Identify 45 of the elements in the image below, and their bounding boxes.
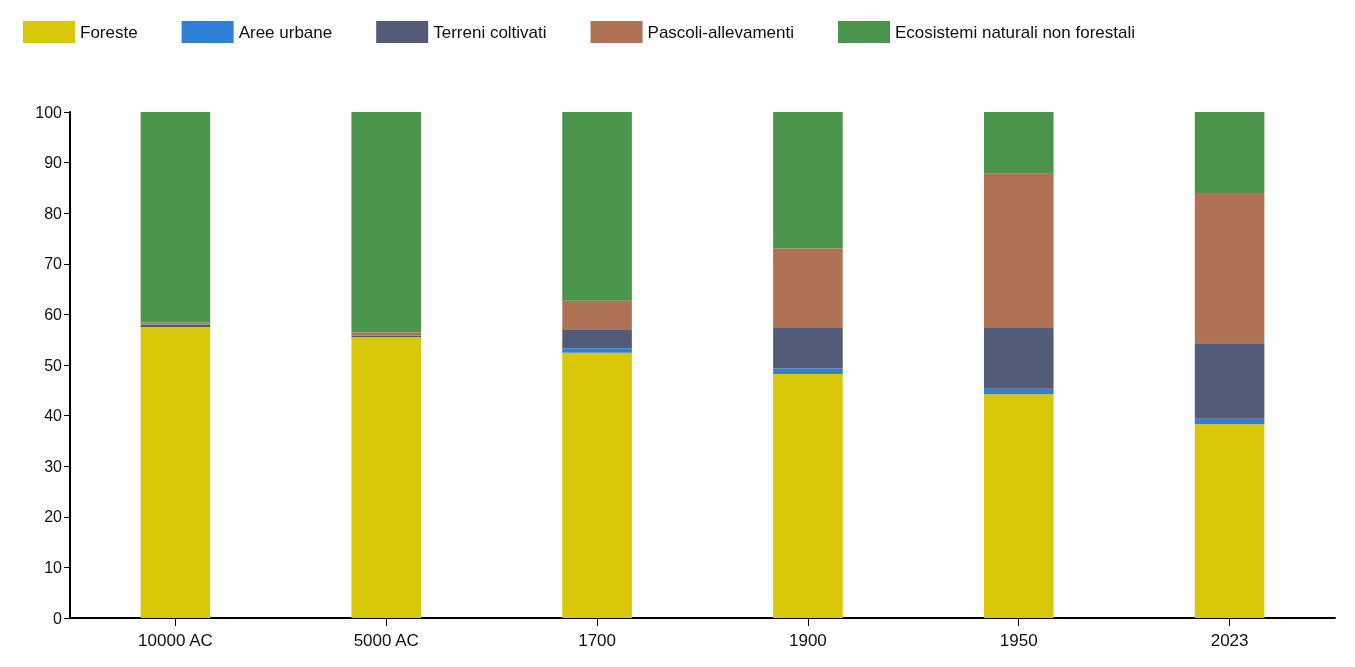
bar: [140, 327, 211, 618]
bar: [562, 112, 632, 301]
y-tick-label: 70: [44, 255, 63, 273]
bar: [983, 173, 1054, 329]
y-tick-label: 40: [44, 407, 63, 425]
bar: [562, 330, 632, 349]
x-tick-label: 1900: [789, 631, 827, 650]
y-tick-label: 10: [44, 558, 63, 576]
bar: [140, 112, 211, 323]
bar: [351, 112, 422, 333]
bar: [562, 300, 632, 331]
bar: [1194, 112, 1265, 193]
bar: [773, 374, 843, 618]
bar: [1194, 424, 1265, 618]
y-tick-label: 60: [44, 305, 63, 323]
legend-label: Foreste: [80, 22, 138, 42]
bar: [983, 112, 1054, 174]
bar: [983, 394, 1054, 618]
legend-label: Aree urbane: [238, 22, 333, 42]
bar: [773, 368, 843, 375]
x-tick-label: 2023: [1210, 631, 1249, 650]
legend-label: Ecosistemi naturali non forestali: [895, 22, 1136, 42]
y-tick-label: 20: [44, 508, 63, 526]
x-tick-label: 5000 AC: [353, 631, 419, 650]
y-tick-label: 0: [53, 609, 63, 627]
bar: [351, 337, 422, 618]
bar: [983, 328, 1054, 389]
y-tick-label: 30: [44, 457, 63, 475]
y-tick-label: 90: [44, 154, 63, 172]
y-tick-label: 50: [44, 356, 63, 374]
bar: [983, 388, 1054, 395]
x-tick-label: 1700: [578, 631, 616, 650]
x-tick-label: 1950: [999, 631, 1038, 650]
bar: [773, 112, 843, 249]
x-tick-label: 10000 AC: [138, 631, 213, 650]
bar: [1194, 343, 1265, 419]
bar: [1194, 192, 1265, 344]
bar: [562, 348, 632, 353]
legend-label: Pascoli-allevamenti: [647, 22, 795, 42]
y-tick-label: 100: [35, 103, 63, 121]
y-tick-label: 80: [44, 204, 63, 222]
bar: [773, 328, 843, 369]
bar: [773, 248, 843, 329]
bar: [562, 352, 632, 618]
legend-label: Terreni coltivati: [433, 22, 547, 42]
